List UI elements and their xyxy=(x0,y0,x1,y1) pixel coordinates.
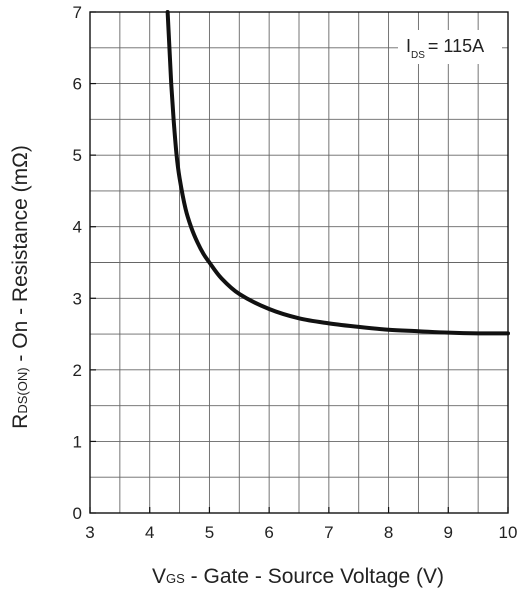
x-tick-label: 9 xyxy=(444,523,453,542)
x-axis-label-suffix: - Gate - Source Voltage (V) xyxy=(185,565,444,588)
y-tick-label: 0 xyxy=(73,504,82,523)
y-tick-label: 2 xyxy=(73,361,82,380)
annotation-suffix: = 115A xyxy=(428,36,484,56)
y-tick-label: 1 xyxy=(73,432,82,451)
x-tick-label: 4 xyxy=(145,523,154,542)
y-tick-label: 4 xyxy=(73,218,82,237)
y-axis-label: RDS(ON) - On - Resistance (mΩ) xyxy=(9,145,32,429)
annotation-background xyxy=(398,30,502,64)
plot-border xyxy=(89,11,509,514)
grid xyxy=(90,12,508,513)
x-axis-label-subscript: GS xyxy=(166,571,185,586)
series-line xyxy=(165,10,510,336)
y-tick-label: 5 xyxy=(73,146,82,165)
annotation-subscript: DS xyxy=(411,50,425,61)
x-tick-label: 10 xyxy=(499,523,518,542)
x-tick-label: 3 xyxy=(85,523,94,542)
y-tick-label: 6 xyxy=(73,75,82,94)
y-axis-label-prefix: R xyxy=(9,414,32,429)
tick-labels: 3 4 5 6 7 8 9 10 0 1 2 3 4 5 6 7 xyxy=(73,3,518,542)
series-layer xyxy=(165,10,510,336)
x-axis-label: VGS - Gate - Source Voltage (V) xyxy=(152,565,444,588)
x-tick-label: 6 xyxy=(264,523,273,542)
annotation-text: IDS = 115A xyxy=(406,36,484,61)
y-axis-label-subscript: DS(ON) xyxy=(15,367,30,413)
y-tick-label: 7 xyxy=(73,3,82,22)
x-axis-label-prefix: V xyxy=(152,565,166,588)
x-tick-label: 5 xyxy=(205,523,214,542)
y-axis-label-suffix: - On - Resistance (mΩ) xyxy=(9,145,32,367)
x-tick-label: 7 xyxy=(324,523,333,542)
annotation-box: IDS = 115A xyxy=(398,30,502,64)
x-tick-label: 8 xyxy=(384,523,393,542)
annotation-prefix: I xyxy=(406,36,411,56)
y-tick-label: 3 xyxy=(73,289,82,308)
plot-frame xyxy=(89,11,509,514)
